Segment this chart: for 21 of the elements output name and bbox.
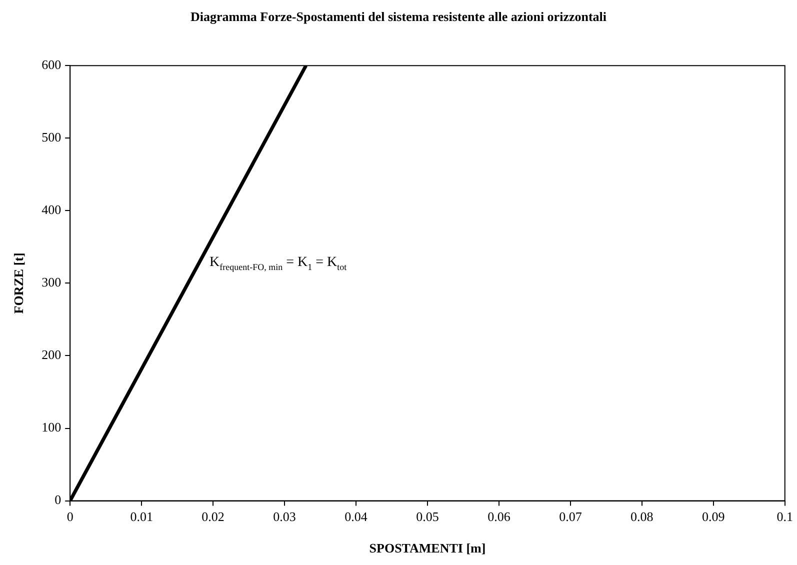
x-tick-label: 0.07 bbox=[559, 509, 582, 524]
x-tick-label: 0.08 bbox=[630, 509, 654, 524]
y-tick-label: 100 bbox=[42, 420, 62, 435]
x-tick-label: 0.09 bbox=[702, 509, 725, 524]
x-tick-label: 0.02 bbox=[202, 509, 224, 524]
y-tick-label: 600 bbox=[42, 57, 62, 72]
x-tick-label: 0.1 bbox=[776, 509, 793, 524]
x-tick-label: 0.03 bbox=[273, 509, 296, 524]
x-tick-label: 0.05 bbox=[416, 509, 439, 524]
y-axis-title: FORZE [t] bbox=[11, 252, 26, 314]
x-tick-label: 0.01 bbox=[130, 509, 153, 524]
y-tick-label: 300 bbox=[42, 274, 62, 290]
y-tick-label: 500 bbox=[42, 130, 62, 145]
y-tick-label: 400 bbox=[42, 202, 62, 218]
x-tick-label: 0 bbox=[66, 509, 74, 524]
x-tick-label: 0.04 bbox=[344, 509, 368, 524]
y-tick-label: 200 bbox=[42, 347, 62, 362]
x-axis-title: SPOSTAMENTI [m] bbox=[369, 540, 486, 556]
y-tick-label: 0 bbox=[54, 492, 62, 508]
chart-title: Diagramma Forze-Spostamenti del sistema resistente alle azioni orizzontali bbox=[190, 9, 607, 24]
x-tick-label: 0.06 bbox=[488, 509, 511, 524]
